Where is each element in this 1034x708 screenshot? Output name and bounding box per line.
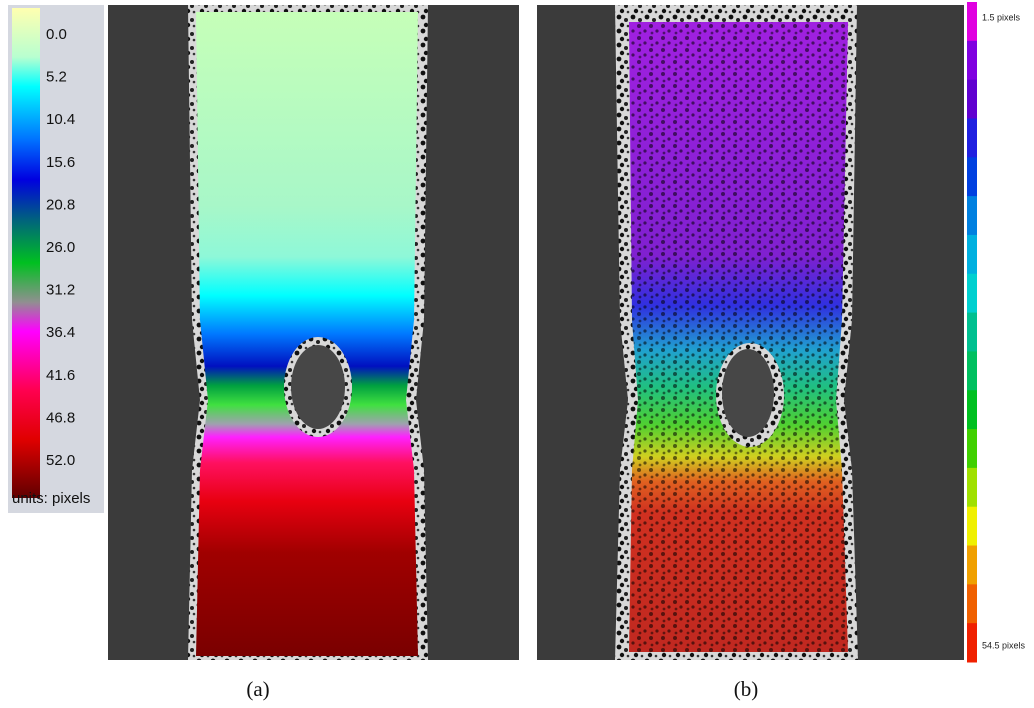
- colorbar-bottom-label: 54.5 pixels: [982, 640, 1026, 650]
- colorbar-step: [967, 157, 977, 196]
- colorbar-label: 15.6: [46, 154, 75, 171]
- colorbar-label: 36.4: [46, 324, 75, 341]
- colorbar-step: [967, 546, 977, 585]
- colorbar-label: 46.8: [46, 409, 75, 426]
- colorbar-label: 26.0: [46, 239, 75, 256]
- colorbar-step: [967, 274, 977, 313]
- colorbar-step: [967, 41, 977, 80]
- colorbar-label: 52.0: [46, 452, 75, 469]
- colorbar-label: 41.6: [46, 367, 75, 384]
- colorbar-b: [967, 2, 977, 663]
- displacement-field-a: [196, 12, 418, 656]
- colorbar-label: 5.2: [46, 69, 67, 86]
- colorbar-step: [967, 429, 977, 468]
- colorbar-step: [967, 196, 977, 235]
- colorbar-step: [967, 623, 977, 662]
- hole-b: [722, 349, 774, 437]
- colorbar-step: [967, 2, 977, 41]
- colorbar-units: units: pixels: [12, 490, 90, 507]
- colorbar-step: [967, 235, 977, 274]
- hole-a: [291, 345, 345, 429]
- colorbar-step: [967, 584, 977, 623]
- colorbar-step: [967, 507, 977, 546]
- speckle-overlay-b: [629, 22, 848, 652]
- colorbar-step: [967, 313, 977, 352]
- colorbar-step: [967, 390, 977, 429]
- colorbar-top-label: 1.5 pixels: [982, 12, 1021, 22]
- colorbar-label: 0.0: [46, 26, 67, 43]
- colorbar: [12, 8, 40, 498]
- caption-b: (b): [734, 677, 759, 701]
- colorbar-step: [967, 80, 977, 119]
- colorbar-step: [967, 118, 977, 157]
- colorbar-step: [967, 468, 977, 507]
- colorbar-step: [967, 351, 977, 390]
- colorbar-label: 20.8: [46, 196, 75, 213]
- colorbar-label: 31.2: [46, 282, 75, 299]
- caption-a: (a): [246, 677, 269, 701]
- figure: 0.0 5.2 10.4 15.6 20.8 26.0 31.2 36.4 41.6 46.8 52…: [0, 0, 1034, 708]
- colorbar-label: 10.4: [46, 111, 75, 128]
